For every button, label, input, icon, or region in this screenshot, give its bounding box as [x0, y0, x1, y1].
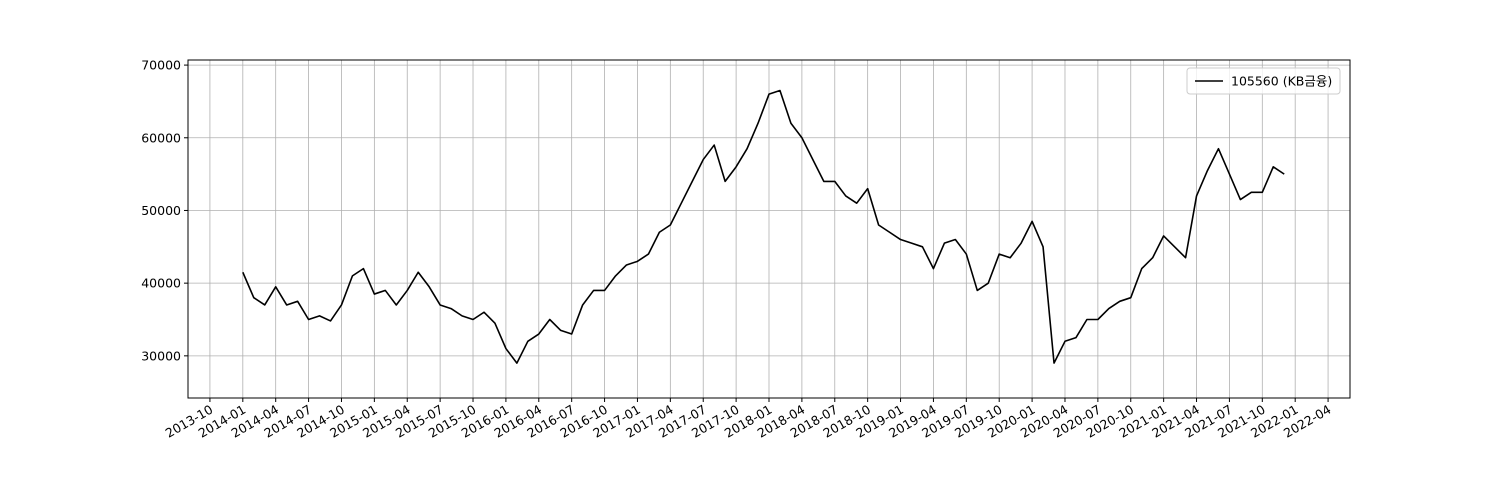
legend-label: 105560 (KB금융) [1231, 74, 1332, 89]
y-tick-label: 30000 [141, 348, 181, 363]
y-tick-label: 60000 [141, 130, 181, 145]
axes-frame [187, 59, 1351, 399]
y-tick-label: 70000 [141, 58, 181, 73]
y-tick-label: 50000 [141, 203, 181, 218]
series-line [242, 89, 1285, 364]
y-tick-label: 40000 [141, 276, 181, 291]
legend-box [1186, 67, 1341, 95]
